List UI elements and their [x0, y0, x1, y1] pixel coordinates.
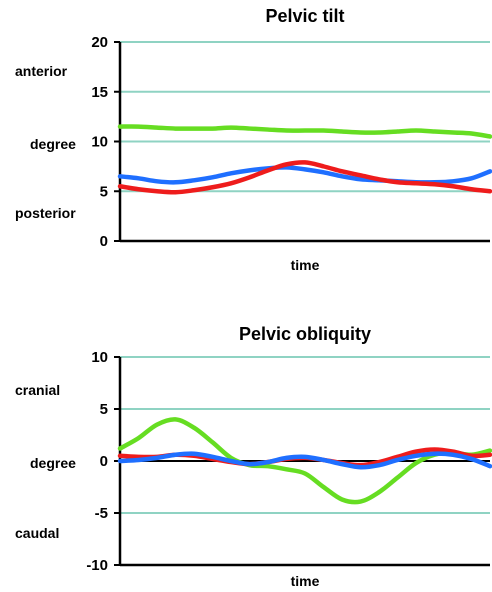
y-axis-label: degree — [30, 136, 76, 152]
y-tick-label: 5 — [100, 183, 108, 200]
y-tick-label: 20 — [91, 34, 108, 51]
chart-title: Pelvic obliquity — [239, 324, 371, 344]
y-axis-label: degree — [30, 455, 76, 471]
chart-title: Pelvic tilt — [265, 6, 344, 26]
y-tick-label: -10 — [86, 557, 108, 574]
series-line-3 — [117, 451, 492, 470]
y-tick-label: 0 — [100, 233, 108, 250]
y-tick-label: 10 — [91, 349, 108, 366]
y-tick-label: 5 — [100, 401, 108, 418]
y-tick-label: 0 — [100, 453, 108, 470]
series-line-3 — [117, 160, 492, 195]
y-tick-label: 15 — [91, 84, 108, 101]
x-axis-label: time — [291, 257, 320, 273]
series-line-1 — [117, 417, 492, 505]
annotation-lower: posterior — [15, 205, 76, 221]
series-line-2 — [117, 165, 492, 185]
annotation-lower: caudal — [15, 525, 59, 541]
annotation-upper: cranial — [15, 382, 60, 398]
y-tick-label: -5 — [95, 505, 108, 522]
chart-panel-2: Pelvic obliquity -10 -5 0 5 10 cranial caudal de… — [15, 324, 492, 589]
y-tick-label: 10 — [91, 134, 108, 151]
x-axis-label: time — [291, 573, 320, 589]
series-line-1 — [117, 124, 492, 139]
chart-panel-1: Pelvic tilt 0 5 10 15 20 anterior posterior degr… — [15, 6, 492, 273]
annotation-upper: anterior — [15, 63, 68, 79]
